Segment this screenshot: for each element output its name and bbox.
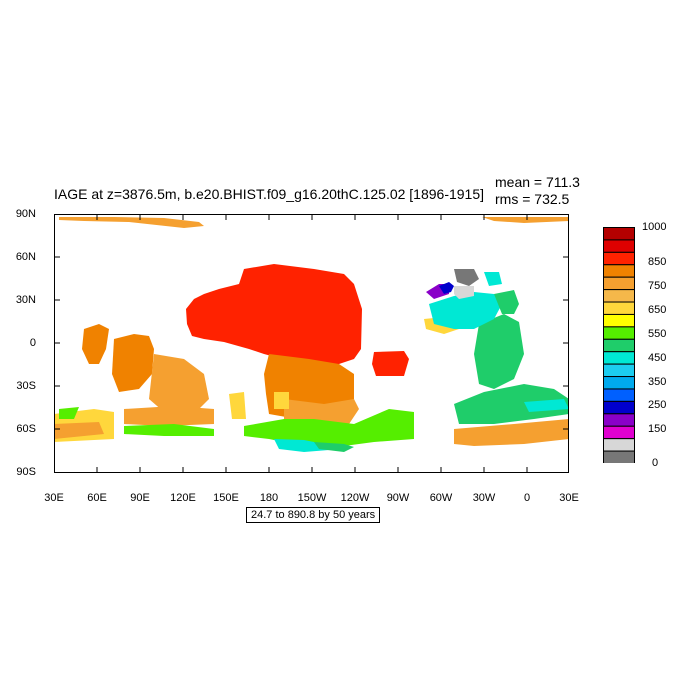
y-tick-label: 60S xyxy=(16,423,36,435)
map-frame xyxy=(54,214,569,473)
y-tick-label: 0 xyxy=(29,337,36,349)
x-tick-label: 30E xyxy=(44,492,64,504)
colorbar-label: 750 xyxy=(648,280,667,292)
rms-value: rms = 732.5 xyxy=(495,191,570,207)
y-tick-label: 30N xyxy=(15,294,36,306)
colorbar-box xyxy=(603,227,635,241)
colorbar-box xyxy=(603,338,635,353)
north-atlantic-cyan xyxy=(429,292,502,329)
x-tick-label: 60W xyxy=(429,492,453,504)
mean-value: mean = 711.3 xyxy=(495,174,580,190)
colorbar-box xyxy=(603,400,635,415)
colorbar-label: 350 xyxy=(648,376,667,388)
colorbar-label: 450 xyxy=(648,352,667,364)
colorbar-box xyxy=(603,326,635,340)
x-tick-label: 120W xyxy=(340,492,370,504)
indian-yellow-patch xyxy=(229,392,246,419)
arctic-strip-west xyxy=(59,217,204,228)
colorbar-box xyxy=(603,239,635,253)
west-indian-orange xyxy=(112,334,154,392)
south-atlantic-green xyxy=(454,384,569,424)
colorbar xyxy=(603,227,635,463)
map-field xyxy=(54,217,569,452)
arctic-strip-east xyxy=(482,217,569,223)
southern-green-pacific xyxy=(244,409,414,446)
colorbar-box xyxy=(603,301,635,315)
tropical-atlantic-teal xyxy=(474,314,524,389)
indian-south-orange xyxy=(54,422,104,439)
labrador-blue xyxy=(439,282,454,294)
x-tick-label: 180 xyxy=(259,492,279,504)
labrador-gray xyxy=(454,286,474,299)
southern-green-indian xyxy=(124,424,214,436)
x-tick-label: 150W xyxy=(297,492,327,504)
indian-south-light xyxy=(124,406,214,426)
colorbar-box xyxy=(603,450,635,463)
colorbar-box xyxy=(603,438,635,452)
x-tick-label: 30E xyxy=(559,492,579,504)
y-tick-label: 60N xyxy=(15,251,36,263)
ross-sea-teal xyxy=(314,442,354,452)
colorbar-boxes xyxy=(603,227,635,463)
north-atlantic-green xyxy=(494,290,519,314)
x-tick-label: 90W xyxy=(386,492,410,504)
colorbar-box xyxy=(603,413,635,427)
colorbar-label: 650 xyxy=(648,304,667,316)
colorbar-box xyxy=(603,251,635,266)
pacific-yellow-small xyxy=(274,392,289,409)
colorbar-box xyxy=(603,313,635,328)
colorbar-box xyxy=(603,425,635,440)
colorbar-box xyxy=(603,376,635,390)
colorbar-box xyxy=(603,276,635,291)
pacific-light-orange xyxy=(284,399,359,424)
colorbar-label: 550 xyxy=(648,328,667,340)
x-tick-label: 150E xyxy=(213,492,239,504)
colorbar-box xyxy=(603,264,635,278)
colorbar-label: 150 xyxy=(648,423,667,435)
x-tick-label: 0 xyxy=(523,492,531,504)
north-pacific xyxy=(186,264,362,364)
y-tick-label: 90N xyxy=(15,208,36,220)
weddell-orange xyxy=(454,419,569,446)
x-tick-label: 60E xyxy=(87,492,107,504)
colorbar-box xyxy=(603,289,635,303)
indian-light xyxy=(149,354,209,414)
colorbar-box xyxy=(603,388,635,402)
x-tick-label: 120E xyxy=(170,492,196,504)
colorbar-label: 850 xyxy=(648,256,667,268)
greenland-cyan xyxy=(484,272,502,286)
indian-green xyxy=(59,407,79,419)
south-atlantic-cyan xyxy=(524,399,569,412)
x-tick-label: 30W xyxy=(472,492,496,504)
colorbar-box xyxy=(603,363,635,378)
y-tick-label: 30S xyxy=(16,380,36,392)
x-tick-label: 90E xyxy=(130,492,150,504)
se-pacific-red xyxy=(372,351,409,376)
ocean-map xyxy=(54,214,569,473)
colorbar-box xyxy=(603,351,635,365)
west-indian-orange-2 xyxy=(82,324,109,364)
norwegian-gray xyxy=(454,269,479,286)
colorbar-label: 250 xyxy=(648,399,667,411)
plot-title: IAGE at z=3876.5m, b.e20.BHIST.f09_g16.2… xyxy=(54,186,485,202)
colorbar-label: 0 xyxy=(652,457,659,469)
contour-info-box: 24.7 to 890.8 by 50 years xyxy=(246,507,381,523)
y-tick-label: 90S xyxy=(16,466,36,478)
colorbar-label: 1000 xyxy=(642,221,667,233)
